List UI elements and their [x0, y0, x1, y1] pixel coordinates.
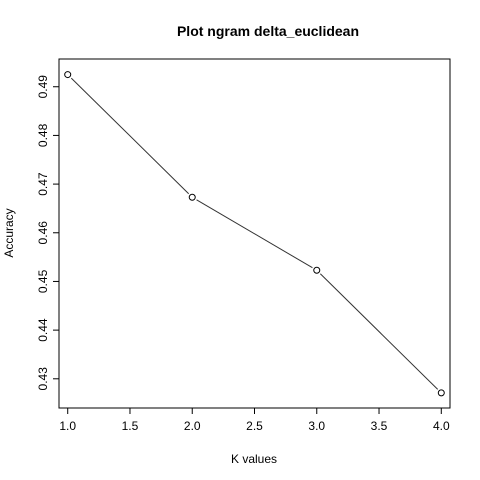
series-line-segment: [196, 199, 313, 269]
series-line-segment: [319, 273, 439, 390]
x-tick-label: 3.5: [371, 419, 388, 433]
data-series: [64, 71, 445, 397]
chart-title: Plot ngram delta_euclidean: [177, 23, 359, 39]
x-tick-label: 3.0: [308, 419, 325, 433]
data-point: [188, 193, 196, 201]
y-tick-label: 0.43: [36, 367, 50, 391]
y-tick-label: 0.46: [36, 221, 50, 245]
data-point: [437, 389, 445, 397]
y-tick-label: 0.49: [36, 75, 50, 99]
x-axis-label: K values: [231, 452, 277, 466]
data-point: [64, 71, 72, 79]
y-tick-label: 0.45: [36, 269, 50, 293]
y-tick-label: 0.48: [36, 123, 50, 147]
x-tick-label: 2.0: [184, 419, 201, 433]
data-point: [313, 266, 321, 274]
y-tick-label: 0.47: [36, 172, 50, 196]
x-tick-label: 1.0: [59, 419, 76, 433]
y-tick-label: 0.44: [36, 318, 50, 342]
x-tick-label: 4.0: [433, 419, 450, 433]
series-line-segment: [70, 77, 190, 195]
x-tick-label: 2.5: [246, 419, 263, 433]
x-tick-label: 1.5: [122, 419, 139, 433]
x-axis: 1.0 1.5 2.0 2.5 3.0 3.5 4.0: [59, 408, 450, 433]
y-axis-label: Accuracy: [2, 208, 16, 257]
y-axis: 0.43 0.44 0.45 0.46 0.47 0.48 0.49: [36, 75, 59, 391]
